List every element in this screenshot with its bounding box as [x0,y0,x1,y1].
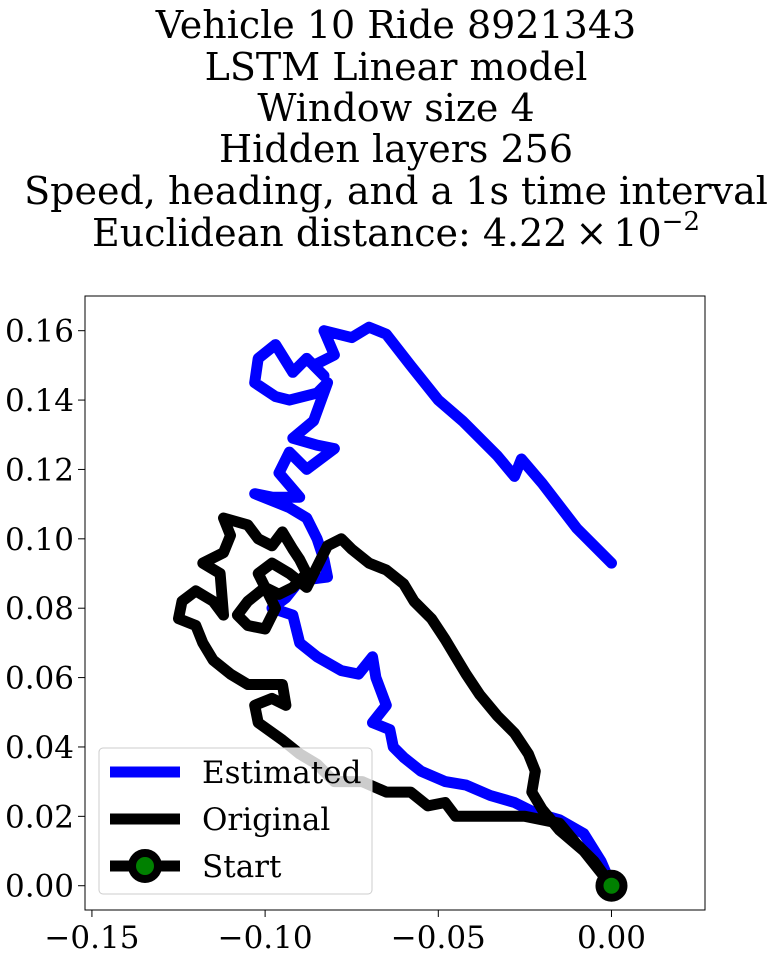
title-line-5: Speed, heading, and a 1s time interval [24,169,768,213]
legend-label-start: Start [202,849,282,885]
series-line-estimated [249,321,617,892]
y-tick-label-7: 0.14 [5,383,74,419]
title-exponent-base: 10 [613,211,661,255]
title-line-2: LSTM Linear model [205,45,588,89]
chart-title: Vehicle 10 Ride 8921343 LSTM Linear mode… [24,3,768,255]
y-tick-label-3: 0.06 [5,661,74,697]
title-line-4: Hidden layers 256 [219,127,573,171]
y-tick-label-2: 0.04 [5,730,74,766]
y-tick-label-4: 0.08 [5,591,74,627]
x-tick-label-3: 0.00 [577,920,646,956]
y-tick-label-0: 0.00 [5,869,74,905]
x-tick-label-0: −0.15 [44,920,139,956]
x-tick-label-1: −0.10 [218,920,313,956]
title-line-6: Euclidean distance: 4.22 × 10−2 [92,207,700,255]
y-tick-label-6: 0.12 [5,452,74,488]
title-exponent-power: −2 [662,207,700,237]
x-tick-label-2: −0.05 [391,920,486,956]
y-tick-label-8: 0.16 [5,314,74,350]
legend-swatch-start-marker [128,849,162,883]
start-point-marker [595,869,628,902]
legend-box [98,747,373,895]
title-times-sign: × [575,211,607,255]
plot-frame [84,295,706,911]
legend-label-estimated: Estimated [202,755,361,791]
legend-label-original: Original [202,802,330,838]
legend: Estimated Original Start [98,747,373,895]
y-axis: 0.00 0.02 0.04 0.06 0.08 0.10 0.12 0.14 0.16 [5,314,85,905]
title-line-1: Vehicle 10 Ride 8921343 [155,3,636,47]
y-tick-label-5: 0.10 [5,522,74,558]
y-tick-label-1: 0.02 [5,799,74,835]
title-distance-text: Euclidean distance: 4.22 [92,211,567,255]
title-line-3: Window size 4 [257,86,534,130]
x-axis: −0.15 −0.10 −0.05 0.00 [44,910,646,956]
